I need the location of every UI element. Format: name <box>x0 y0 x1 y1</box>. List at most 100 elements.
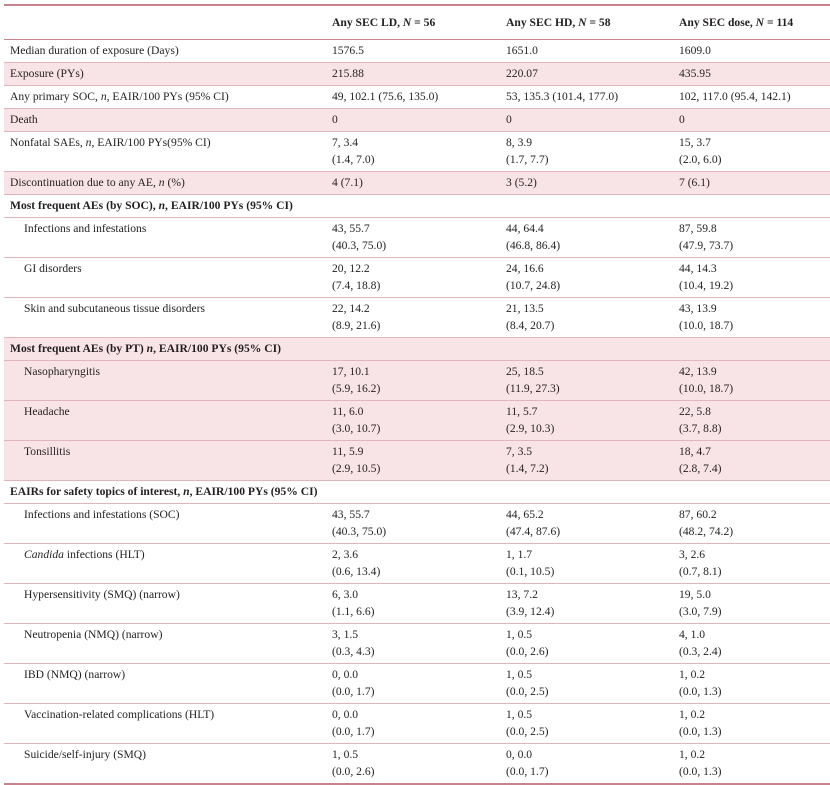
cell-value: 2, 3.6 <box>332 548 359 561</box>
cell-dose: 4, 1.0 (0.3, 2.4) <box>673 624 830 664</box>
row-discontinuation: Discontinuation due to any AE, n (%) 4 (… <box>4 171 830 195</box>
section-title: EAIRs for safety topics of interest, n, … <box>4 481 830 504</box>
row-label: Vaccination-related complications (HLT) <box>24 708 215 721</box>
cell-value: 87, 60.2 <box>679 508 717 521</box>
section-title-n: n <box>183 485 190 498</box>
label-text: Any primary SOC, <box>10 90 101 103</box>
cell-ld: 11, 5.9 (2.9, 10.5) <box>326 441 500 481</box>
row-pt-nasopharyngitis: Nasopharyngitis 17, 10.1 (5.9, 16.2) 25, … <box>4 360 830 401</box>
cell-dose: 3, 2.6 (0.7, 8.1) <box>673 544 830 584</box>
cell-ci: (5.9, 16.2) <box>332 382 381 395</box>
row-nonfatal-saes: Nonfatal SAEs, n, EAIR/100 PYs(95% CI) 7… <box>4 132 830 172</box>
cell-ci: (40.3, 75.0) <box>332 239 387 252</box>
cell-value: 8, 3.9 <box>506 136 533 149</box>
cell-ci: (0.0, 1.7) <box>332 725 375 738</box>
row-label: Infections and infestations (SOC) <box>24 508 180 521</box>
label-text-rest: , EAIR/100 PYs (95% CI) <box>106 90 229 103</box>
cell-ld: 4 (7.1) <box>332 176 363 189</box>
row-label: Neutropenia (NMQ) (narrow) <box>24 628 163 641</box>
cell-dose: 87, 60.2 (48.2, 74.2) <box>673 504 830 544</box>
cell-value: 44, 65.2 <box>506 508 544 521</box>
cell-ci: (1.1, 6.6) <box>332 605 375 618</box>
cell-hd: 1, 1.7 (0.1, 10.5) <box>500 544 673 584</box>
cell-value: 43, 55.7 <box>332 508 370 521</box>
label-text-rest: infections (HLT) <box>63 548 145 561</box>
section-title-rest: , EAIR/100 PYs (95% CI) <box>165 199 293 212</box>
row-death: Death 0 0 0 <box>4 108 830 132</box>
cell-dose: 1, 0.2 (0.0, 1.3) <box>673 744 830 785</box>
cell-value: 1, 0.5 <box>506 628 533 641</box>
header-any-sec-ld: Any SEC LD, N = 56 <box>326 5 500 40</box>
cell-hd: 1651.0 <box>506 44 538 57</box>
cell-ci: (3.0, 7.9) <box>679 605 722 618</box>
cell-hd: 44, 64.4 (46.8, 86.4) <box>500 218 673 258</box>
cell-value: 11, 6.0 <box>332 405 364 418</box>
cell-value: 22, 5.8 <box>679 405 711 418</box>
cell-dose: 15, 3.7 (2.0, 6.0) <box>673 132 830 172</box>
row-label: Discontinuation due to any AE, n (%) <box>4 172 326 195</box>
cell-value: 1, 0.5 <box>506 668 533 681</box>
row-label: Headache <box>24 405 70 418</box>
cell-ci: (0.7, 8.1) <box>679 565 722 578</box>
section-header-soc: Most frequent AEs (by SOC), n, EAIR/100 … <box>4 195 830 218</box>
cell-ld: 22, 14.2 (8.9, 21.6) <box>326 298 500 338</box>
cell-value: 43, 13.9 <box>679 302 717 315</box>
cell-ci: (46.8, 86.4) <box>506 239 561 252</box>
row-label: Candida infections (HLT) <box>4 544 326 584</box>
cell-ci: (10.0, 18.7) <box>679 319 734 332</box>
cell-ci: (1.4, 7.2) <box>506 462 549 475</box>
cell-value: 1, 1.7 <box>506 548 533 561</box>
cell-ld: 6, 3.0 (1.1, 6.6) <box>326 584 500 624</box>
cell-ci: (47.4, 87.6) <box>506 525 561 538</box>
label-n: n <box>85 136 92 149</box>
header-label <box>4 5 326 40</box>
header-any-sec-dose: Any SEC dose, N = 114 <box>673 5 830 40</box>
cell-value: 25, 18.5 <box>506 365 544 378</box>
cell-hd: 1, 0.5 (0.0, 2.6) <box>500 624 673 664</box>
section-title-n: n <box>146 342 154 355</box>
cell-value: 20, 12.2 <box>332 262 370 275</box>
cell-value: 13, 7.2 <box>506 588 538 601</box>
label-text-rest: , EAIR/100 PYs(95% CI) <box>91 136 211 149</box>
cell-value: 17, 10.1 <box>332 365 370 378</box>
cell-hd: 24, 16.6 (10.7, 24.8) <box>500 258 673 298</box>
cell-value: 6, 3.0 <box>332 588 359 601</box>
cell-dose: 1, 0.2 (0.0, 1.3) <box>673 704 830 744</box>
cell-hd: 21, 13.5 (8.4, 20.7) <box>500 298 673 338</box>
cell-value: 21, 13.5 <box>506 302 544 315</box>
cell-value: 22, 14.2 <box>332 302 370 315</box>
row-eair-ibd: IBD (NMQ) (narrow) 0, 0.0 (0.0, 1.7) 1, 0… <box>4 664 830 704</box>
cell-ld: 49, 102.1 (75.6, 135.0) <box>332 90 439 103</box>
cell-value: 3, 1.5 <box>332 628 359 641</box>
cell-ci: (0.0, 1.7) <box>332 685 375 698</box>
cell-ci: (47.9, 73.7) <box>679 239 734 252</box>
cell-ci: (40.3, 75.0) <box>332 525 387 538</box>
cell-ld: 20, 12.2 (7.4, 18.8) <box>326 258 500 298</box>
cell-ci: (0.0, 2.5) <box>506 725 549 738</box>
cell-ld: 3, 1.5 (0.3, 4.3) <box>326 624 500 664</box>
section-title: Most frequent AEs (by PT) n, EAIR/100 PY… <box>4 338 830 361</box>
section-title-text: EAIRs for safety topics of interest, <box>10 485 184 498</box>
cell-hd: 1, 0.5 (0.0, 2.5) <box>500 664 673 704</box>
cell-value: 1, 0.5 <box>332 748 359 761</box>
cell-ci: (0.0, 1.3) <box>679 685 722 698</box>
cell-ld: 215.88 <box>332 67 364 80</box>
cell-ci: (1.7, 7.7) <box>506 153 549 166</box>
cell-ci: (0.3, 4.3) <box>332 645 375 658</box>
cell-dose: 7 (6.1) <box>679 176 710 189</box>
cell-ld: 17, 10.1 (5.9, 16.2) <box>326 361 500 401</box>
cell-hd: 44, 65.2 (47.4, 87.6) <box>500 504 673 544</box>
cell-dose: 0 <box>679 113 685 126</box>
cell-hd: 11, 5.7 (2.9, 10.3) <box>500 401 673 441</box>
cell-hd: 0 <box>506 113 512 126</box>
cell-ci: (2.9, 10.3) <box>506 422 555 435</box>
cell-ci: (1.4, 7.0) <box>332 153 375 166</box>
row-any-primary-soc: Any primary SOC, n, EAIR/100 PYs (95% CI… <box>4 86 830 109</box>
table-body: Median duration of exposure (Days) 1576.… <box>4 40 830 785</box>
cell-dose: 87, 59.8 (47.9, 73.7) <box>673 218 830 258</box>
header-any-sec-dose-prefix: Any SEC dose, <box>679 16 756 29</box>
section-title-n: n <box>158 199 166 212</box>
row-label: IBD (NMQ) (narrow) <box>24 668 126 681</box>
header-row: Any SEC LD, N = 56 Any SEC HD, N = 58 An… <box>4 5 830 40</box>
section-header-eair: EAIRs for safety topics of interest, n, … <box>4 481 830 504</box>
